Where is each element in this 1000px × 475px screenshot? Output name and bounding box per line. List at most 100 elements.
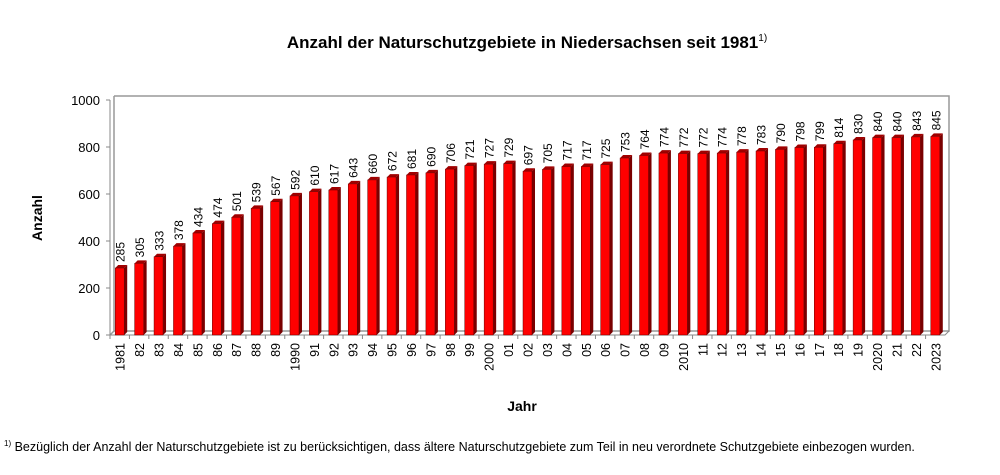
data-label: 790 xyxy=(774,123,788,143)
x-tick-label: 2020 xyxy=(871,343,885,371)
bar xyxy=(153,256,164,336)
bar-top xyxy=(523,168,535,172)
x-tick-label: 12 xyxy=(716,343,730,357)
x-tick-label: 83 xyxy=(153,343,167,357)
bar-side xyxy=(454,166,458,335)
bar-side xyxy=(357,180,361,335)
bar-top xyxy=(794,144,807,148)
bar-top xyxy=(717,150,730,154)
bar xyxy=(231,217,241,336)
bar xyxy=(872,137,882,336)
bar-top xyxy=(134,260,147,264)
bar-top xyxy=(678,150,691,154)
bar-top xyxy=(251,205,264,209)
x-tick-label: 2023 xyxy=(929,343,943,371)
data-label: 660 xyxy=(366,154,380,174)
bar xyxy=(192,232,203,336)
footnote-text: Bezüglich der Anzahl der Naturschutzgebi… xyxy=(11,440,915,455)
bar xyxy=(289,195,300,336)
bar-side xyxy=(862,136,866,335)
bar-side xyxy=(745,149,749,335)
x-tick-label: 14 xyxy=(755,343,769,357)
bar xyxy=(328,189,339,336)
bar-side xyxy=(473,162,477,335)
bar xyxy=(309,191,319,336)
bar xyxy=(794,147,805,336)
bar-top xyxy=(639,152,652,156)
title-footnote-mark: 1) xyxy=(758,33,767,44)
x-tick-label: 92 xyxy=(327,343,341,357)
data-label: 725 xyxy=(599,138,613,158)
data-label: 617 xyxy=(327,164,341,184)
bar-top xyxy=(425,169,438,173)
y-axis-label: Anzahl xyxy=(29,195,45,241)
bar xyxy=(639,155,649,336)
bar-side xyxy=(803,144,807,335)
data-label: 378 xyxy=(172,220,186,240)
bar-top xyxy=(833,140,846,144)
data-label: 567 xyxy=(269,175,283,195)
bar-side xyxy=(298,192,302,335)
bar xyxy=(464,165,474,336)
bar-side xyxy=(765,147,769,335)
bar-side xyxy=(124,265,128,335)
bar-top xyxy=(620,155,633,159)
x-tick-label: 93 xyxy=(347,343,361,357)
bar-side xyxy=(182,243,186,335)
bar xyxy=(483,163,494,336)
bar-side xyxy=(939,133,943,335)
bar xyxy=(425,172,436,336)
x-tick-label: 86 xyxy=(211,343,225,357)
bar-side xyxy=(240,214,244,335)
bar xyxy=(619,157,630,336)
bar-top xyxy=(192,230,205,234)
data-label: 474 xyxy=(211,197,225,217)
bar-top xyxy=(154,253,167,257)
x-tick-label: 98 xyxy=(444,343,458,357)
data-label: 830 xyxy=(852,114,866,134)
data-label: 753 xyxy=(619,132,633,152)
data-label: 539 xyxy=(250,182,264,202)
bar xyxy=(814,146,824,336)
bar-side xyxy=(570,163,574,335)
bar-top xyxy=(309,188,322,192)
bar-top xyxy=(814,144,827,148)
data-label: 729 xyxy=(502,137,516,157)
bar-top xyxy=(445,166,458,170)
x-tick-label: 99 xyxy=(463,343,477,357)
bar-top xyxy=(387,174,400,178)
bar xyxy=(581,166,591,336)
bar-chart: Anzahl der Naturschutzgebiete in Nieders… xyxy=(29,33,950,414)
bar-top xyxy=(367,176,380,180)
bar xyxy=(406,174,416,336)
data-label: 774 xyxy=(657,127,671,147)
x-tick-label: 96 xyxy=(405,343,419,357)
bar-top xyxy=(930,133,943,137)
x-tick-label: 13 xyxy=(735,343,749,357)
data-label: 305 xyxy=(133,237,147,257)
footnote-mark: 1) xyxy=(4,439,12,448)
data-label: 705 xyxy=(541,143,555,163)
bar-side xyxy=(337,187,341,335)
data-label: 501 xyxy=(230,191,244,211)
data-label: 717 xyxy=(580,140,594,160)
bar-top xyxy=(697,150,710,154)
y-tick-label: 200 xyxy=(78,281,100,296)
bar-side xyxy=(900,134,904,335)
bar xyxy=(658,152,669,336)
x-tick-label: 91 xyxy=(308,343,322,357)
data-label: 681 xyxy=(405,149,419,169)
data-label: 840 xyxy=(871,111,885,131)
bar xyxy=(852,139,863,336)
bar-side xyxy=(920,133,924,335)
x-tick-label: 04 xyxy=(560,343,574,357)
y-tick-label: 800 xyxy=(78,140,100,155)
x-tick-label: 15 xyxy=(774,343,788,357)
bar-side xyxy=(842,140,846,335)
x-tick-label: 88 xyxy=(250,343,264,357)
bar xyxy=(930,136,941,336)
bar-side xyxy=(279,198,283,335)
x-tick-label: 97 xyxy=(424,343,438,357)
y-tick-label: 0 xyxy=(93,328,100,343)
x-tick-label: 07 xyxy=(619,343,633,357)
